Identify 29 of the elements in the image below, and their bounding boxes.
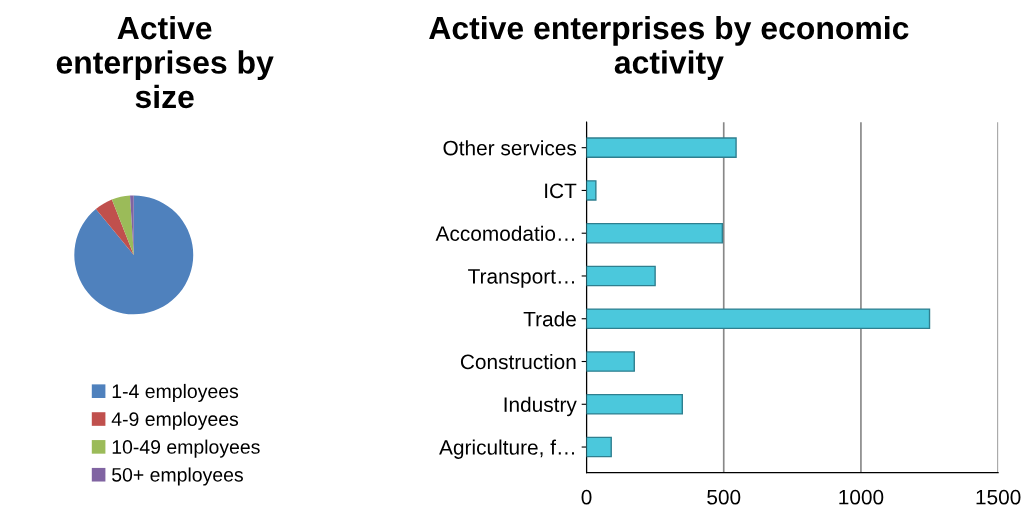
bar [586, 436, 612, 458]
bar [586, 222, 724, 244]
y-tick-label: Transport… [468, 269, 574, 288]
x-tick-label: 500 [707, 489, 741, 505]
y-tick-label: Trade [523, 311, 576, 327]
legend-label: 4-9 employees [111, 411, 239, 430]
x-tick-label: 1500 [976, 489, 1021, 505]
chart-title: Active enterprises by economic activity [429, 15, 909, 81]
pie-slice [111, 195, 134, 255]
pie-slice [74, 195, 194, 315]
y-tick-label: Construction [460, 353, 576, 370]
y-tick-label: Industry [504, 396, 577, 417]
y-tick-label: Other services [443, 140, 577, 156]
bar [586, 351, 635, 372]
bar [586, 393, 683, 415]
y-tick-label: ICT [545, 183, 577, 199]
y-tick-label: Accomodatio… [435, 225, 574, 241]
bar [586, 265, 656, 287]
legend-label: 50+ employees [112, 467, 243, 486]
pie-slice [95, 199, 134, 255]
chart-title: Active enterprises by size [56, 15, 274, 109]
legend-label: 10-49 employees [112, 439, 260, 458]
y-tick-label: Agriculture, f… [439, 439, 574, 459]
x-tick-label: 0 [581, 489, 592, 505]
bar [586, 308, 931, 330]
legend-label: 1-4 employees [112, 383, 239, 403]
bar [586, 180, 597, 201]
bar [586, 137, 737, 158]
x-tick-label: 1000 [839, 489, 884, 505]
